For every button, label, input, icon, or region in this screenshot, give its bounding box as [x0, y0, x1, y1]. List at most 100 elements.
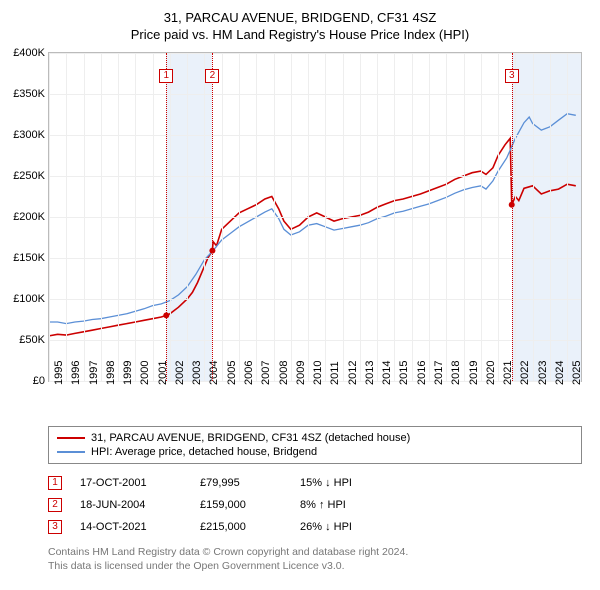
event-marker-line	[166, 53, 167, 381]
x-tick-label: 2025	[571, 361, 583, 385]
x-tick-label: 2014	[381, 361, 393, 385]
series-hpi	[49, 114, 576, 324]
x-tick-label: 2005	[226, 361, 238, 385]
gridline-v	[464, 53, 465, 381]
x-tick-label: 2007	[260, 361, 272, 385]
gridline-v	[446, 53, 447, 381]
event-row: 2 18-JUN-2004£159,0008% ↑ HPI	[48, 494, 582, 516]
gridline-v	[101, 53, 102, 381]
gridline-v	[325, 53, 326, 381]
gridline-v	[239, 53, 240, 381]
gridline-h	[49, 217, 581, 218]
event-marker-icon: 3	[48, 520, 62, 534]
event-marker-line	[212, 53, 213, 381]
x-tick-label: 2019	[468, 361, 480, 385]
legend-row: HPI: Average price, detached house, Brid…	[57, 445, 573, 459]
gridline-v	[515, 53, 516, 381]
y-tick-label: £50K	[19, 334, 45, 346]
gridline-v	[170, 53, 171, 381]
gridline-h	[49, 340, 581, 341]
gridline-v	[291, 53, 292, 381]
gridline-v	[533, 53, 534, 381]
y-tick-label: £300K	[13, 129, 45, 141]
x-tick-label: 2016	[416, 361, 428, 385]
x-tick-label: 2018	[450, 361, 462, 385]
event-price: £159,000	[200, 499, 300, 511]
x-tick-label: 2023	[537, 361, 549, 385]
gridline-v	[204, 53, 205, 381]
x-tick-label: 2009	[295, 361, 307, 385]
y-tick-label: £250K	[13, 170, 45, 182]
gridline-v	[49, 53, 50, 381]
gridline-v	[84, 53, 85, 381]
gridline-v	[153, 53, 154, 381]
event-delta: 8% ↑ HPI	[300, 499, 346, 511]
gridline-v	[412, 53, 413, 381]
gridline-v	[567, 53, 568, 381]
price-chart: £0£50K£100K£150K£200K£250K£300K£350K£400…	[48, 52, 582, 382]
x-tick-label: 2020	[485, 361, 497, 385]
series-price_paid	[49, 138, 576, 336]
gridline-h	[49, 176, 581, 177]
gridline-v	[187, 53, 188, 381]
x-tick-label: 2006	[243, 361, 255, 385]
gridline-v	[377, 53, 378, 381]
gridline-v	[360, 53, 361, 381]
gridline-v	[222, 53, 223, 381]
event-marker-box: 1	[159, 69, 173, 83]
gridline-h	[49, 299, 581, 300]
event-marker-box: 3	[505, 69, 519, 83]
y-tick-label: £200K	[13, 211, 45, 223]
legend-swatch	[57, 451, 85, 453]
x-tick-label: 2015	[398, 361, 410, 385]
y-tick-label: £0	[33, 375, 45, 387]
x-tick-label: 2003	[191, 361, 203, 385]
x-tick-label: 2010	[312, 361, 324, 385]
legend-row: 31, PARCAU AVENUE, BRIDGEND, CF31 4SZ (d…	[57, 431, 573, 445]
title-address: 31, PARCAU AVENUE, BRIDGEND, CF31 4SZ	[10, 10, 590, 25]
x-tick-label: 2008	[278, 361, 290, 385]
x-tick-label: 2011	[329, 361, 341, 385]
x-tick-label: 2017	[433, 361, 445, 385]
event-delta: 15% ↓ HPI	[300, 477, 352, 489]
x-tick-label: 2024	[554, 361, 566, 385]
x-tick-label: 1998	[105, 361, 117, 385]
x-tick-label: 1999	[122, 361, 134, 385]
gridline-v	[343, 53, 344, 381]
x-tick-label: 2000	[139, 361, 151, 385]
event-marker-icon: 2	[48, 498, 62, 512]
gridline-v	[429, 53, 430, 381]
footer-attribution: Contains HM Land Registry data © Crown c…	[48, 546, 582, 573]
event-date: 17-OCT-2001	[80, 477, 200, 489]
x-tick-label: 1997	[88, 361, 100, 385]
gridline-v	[118, 53, 119, 381]
event-delta: 26% ↓ HPI	[300, 521, 352, 533]
event-marker-box: 2	[205, 69, 219, 83]
event-price: £79,995	[200, 477, 300, 489]
gridline-v	[550, 53, 551, 381]
gridline-v	[274, 53, 275, 381]
legend-box: 31, PARCAU AVENUE, BRIDGEND, CF31 4SZ (d…	[48, 426, 582, 464]
y-tick-label: £400K	[13, 47, 45, 59]
x-tick-label: 2012	[347, 361, 359, 385]
event-row: 1 17-OCT-2001£79,99515% ↓ HPI	[48, 472, 582, 494]
sale-events-table: 1 17-OCT-2001£79,99515% ↓ HPI 2 18-JUN-2004…	[48, 472, 582, 538]
x-tick-label: 2004	[208, 361, 220, 385]
gridline-v	[481, 53, 482, 381]
footer-line: Contains HM Land Registry data © Crown c…	[48, 546, 582, 560]
title-subtitle: Price paid vs. HM Land Registry's House …	[10, 27, 590, 42]
event-marker-icon: 1	[48, 476, 62, 490]
event-date: 18-JUN-2004	[80, 499, 200, 511]
event-marker-line	[512, 53, 513, 381]
gridline-h	[49, 135, 581, 136]
y-tick-label: £150K	[13, 252, 45, 264]
gridline-v	[394, 53, 395, 381]
gridline-v	[498, 53, 499, 381]
x-tick-label: 2002	[174, 361, 186, 385]
gridline-v	[256, 53, 257, 381]
gridline-h	[49, 53, 581, 54]
gridline-h	[49, 258, 581, 259]
event-row: 314-OCT-2021£215,00026% ↓ HPI	[48, 516, 582, 538]
gridline-h	[49, 94, 581, 95]
x-tick-label: 2013	[364, 361, 376, 385]
